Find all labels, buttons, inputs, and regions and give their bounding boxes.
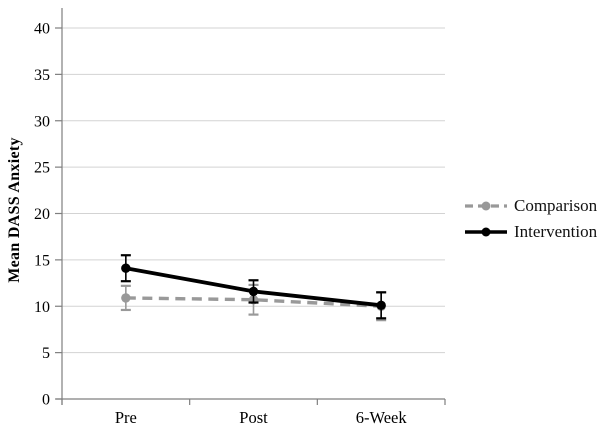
y-axis-title: Mean DASS Anxiety — [6, 137, 23, 283]
data-point-intervention — [376, 300, 386, 311]
y-tick-label: 30 — [34, 113, 50, 130]
y-tick-label: 10 — [34, 299, 50, 316]
y-tick-label: 35 — [34, 67, 50, 84]
x-category-label: Pre — [115, 408, 137, 427]
comparison-dashed-line-swatch-icon — [465, 201, 507, 211]
y-tick-label: 40 — [34, 21, 50, 38]
data-point-intervention — [121, 263, 131, 273]
data-point-comparison — [121, 293, 131, 303]
data-point-intervention — [248, 286, 259, 297]
y-tick-label: 5 — [42, 345, 50, 362]
y-tick-label: 15 — [34, 252, 50, 269]
legend-label-comparison: Comparison — [514, 196, 598, 215]
legend-item-intervention: Intervention — [464, 221, 597, 243]
y-tick-label: 0 — [42, 392, 50, 409]
legend-item-comparison: Comparison — [464, 195, 597, 217]
legend: Comparison Intervention — [464, 195, 597, 243]
x-category-label: 6-Week — [356, 408, 408, 427]
y-tick-label: 20 — [34, 206, 50, 223]
y-tick-label: 25 — [34, 160, 50, 177]
series-line-comparison — [125, 296, 382, 308]
intervention-solid-line-swatch-icon — [465, 227, 507, 237]
legend-label-intervention: Intervention — [514, 222, 598, 241]
x-category-label: Post — [239, 408, 268, 427]
